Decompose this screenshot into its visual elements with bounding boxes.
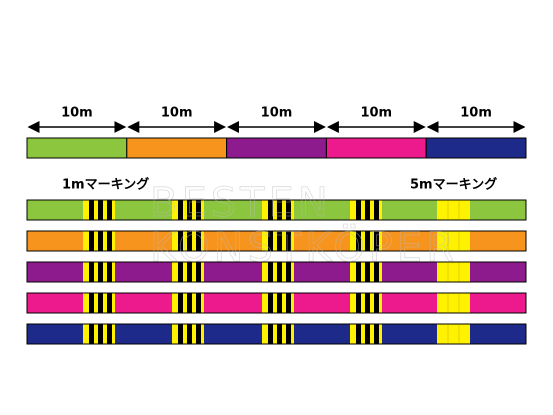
marking-stripe	[187, 324, 192, 344]
marking-stripe	[365, 200, 370, 220]
marking-stripe	[356, 324, 361, 344]
marking-stripe	[374, 231, 379, 251]
marking-stripe	[374, 200, 379, 220]
marking-stripe	[277, 293, 282, 313]
marking-stripe	[98, 262, 103, 282]
marking-stripe	[107, 293, 112, 313]
marking-stripe	[286, 324, 291, 344]
segment-label: 10m	[261, 106, 293, 121]
large-marking	[437, 231, 470, 251]
large-marking	[437, 262, 470, 282]
marking-stripe	[268, 231, 273, 251]
marking-stripe	[107, 231, 112, 251]
small-marking-label: 1mマーキング	[62, 177, 149, 193]
marking-stripe	[178, 231, 183, 251]
marking-stripe	[286, 231, 291, 251]
marking-stripe	[187, 200, 192, 220]
marking-stripe	[356, 231, 361, 251]
marking-stripe	[187, 262, 192, 282]
marking-stripe	[89, 324, 94, 344]
segment	[226, 137, 327, 159]
marking-stripe	[356, 200, 361, 220]
segment	[325, 137, 427, 159]
large-marking	[437, 200, 470, 220]
segment-label: 10m	[161, 106, 193, 121]
marking-stripe	[268, 293, 273, 313]
marking-stripe	[374, 262, 379, 282]
segment	[126, 137, 228, 159]
marking-stripe	[277, 231, 282, 251]
marking-stripe	[277, 262, 282, 282]
marking-stripe	[98, 293, 103, 313]
marking-stripe	[196, 293, 201, 313]
marking-stripe	[89, 293, 94, 313]
marking-stripe	[196, 200, 201, 220]
marking-stripe	[365, 262, 370, 282]
marking-stripe	[286, 293, 291, 313]
marking-stripe	[178, 293, 183, 313]
marking-stripe	[356, 293, 361, 313]
marking-stripe	[365, 293, 370, 313]
marking-stripe	[187, 231, 192, 251]
watermark: BESTEN	[150, 180, 332, 226]
marking-stripe	[107, 262, 112, 282]
marking-stripe	[365, 324, 370, 344]
segment-label: 10m	[460, 106, 492, 121]
watermark: KONSTKÖPER	[150, 223, 458, 271]
marking-stripe	[277, 200, 282, 220]
marking-stripe	[286, 200, 291, 220]
marking-stripe	[98, 324, 103, 344]
marking-stripe	[196, 324, 201, 344]
marking-stripe	[374, 324, 379, 344]
marking-stripe	[98, 231, 103, 251]
marking-stripe	[98, 200, 103, 220]
marking-stripe	[277, 324, 282, 344]
segment	[26, 137, 128, 159]
marking-stripe	[89, 262, 94, 282]
marking-stripe	[107, 200, 112, 220]
marking-stripe	[365, 231, 370, 251]
marking-stripe	[187, 293, 192, 313]
large-marking	[437, 324, 470, 344]
marking-stripe	[196, 262, 201, 282]
marking-stripe	[286, 262, 291, 282]
marking-stripe	[268, 324, 273, 344]
marking-stripe	[268, 262, 273, 282]
segment-label: 10m	[61, 106, 93, 121]
marking-stripe	[107, 324, 112, 344]
marking-stripe	[178, 200, 183, 220]
segment	[425, 137, 527, 159]
marking-stripe	[178, 324, 183, 344]
large-marking-label: 5mマーキング	[410, 177, 497, 193]
marking-stripe	[356, 262, 361, 282]
marking-stripe	[178, 262, 183, 282]
marking-stripe	[268, 200, 273, 220]
marking-stripe	[196, 231, 201, 251]
marking-stripe	[374, 293, 379, 313]
large-marking	[437, 293, 470, 313]
marking-stripe	[89, 200, 94, 220]
segment-label: 10m	[360, 106, 392, 121]
marking-stripe	[89, 231, 94, 251]
